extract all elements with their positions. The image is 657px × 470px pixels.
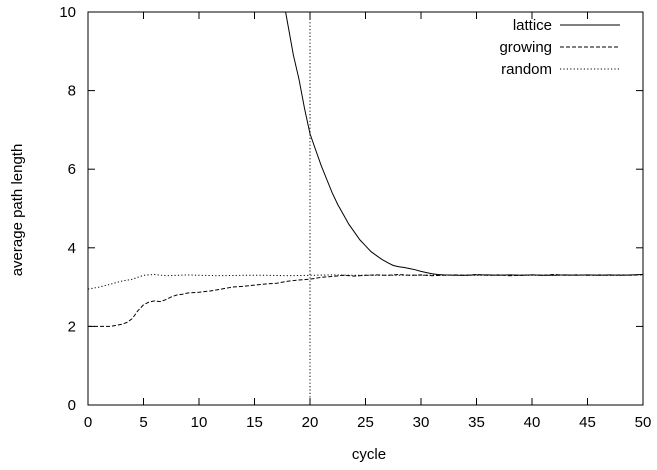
y-tick-label: 10 <box>59 4 76 21</box>
x-tick-label: 30 <box>413 414 430 431</box>
x-tick-label: 35 <box>468 414 485 431</box>
x-tick-label: 5 <box>139 414 147 431</box>
x-tick-label: 10 <box>191 414 208 431</box>
x-tick-label: 20 <box>302 414 319 431</box>
legend-label-lattice: lattice <box>513 17 552 34</box>
x-tick-label: 25 <box>357 414 374 431</box>
series-line-random <box>88 273 643 290</box>
x-tick-label: 50 <box>635 414 652 431</box>
plot-frame <box>87 11 644 406</box>
y-tick-label: 6 <box>68 161 76 178</box>
y-axis-title: average path length <box>9 144 26 277</box>
series-line-lattice <box>285 12 643 276</box>
legend-label-random: random <box>501 61 552 78</box>
x-axis-title: cycle <box>352 446 386 463</box>
y-tick-label: 2 <box>68 318 76 335</box>
y-tick-label: 0 <box>68 397 76 414</box>
x-tick-label: 0 <box>84 414 92 431</box>
y-tick-label: 8 <box>68 83 76 100</box>
x-tick-label: 40 <box>524 414 541 431</box>
legend-label-growing: growing <box>499 39 552 56</box>
y-tick-label: 4 <box>68 240 76 257</box>
x-tick-label: 45 <box>579 414 596 431</box>
x-tick-label: 15 <box>246 414 263 431</box>
series-line-growing <box>88 273 643 327</box>
